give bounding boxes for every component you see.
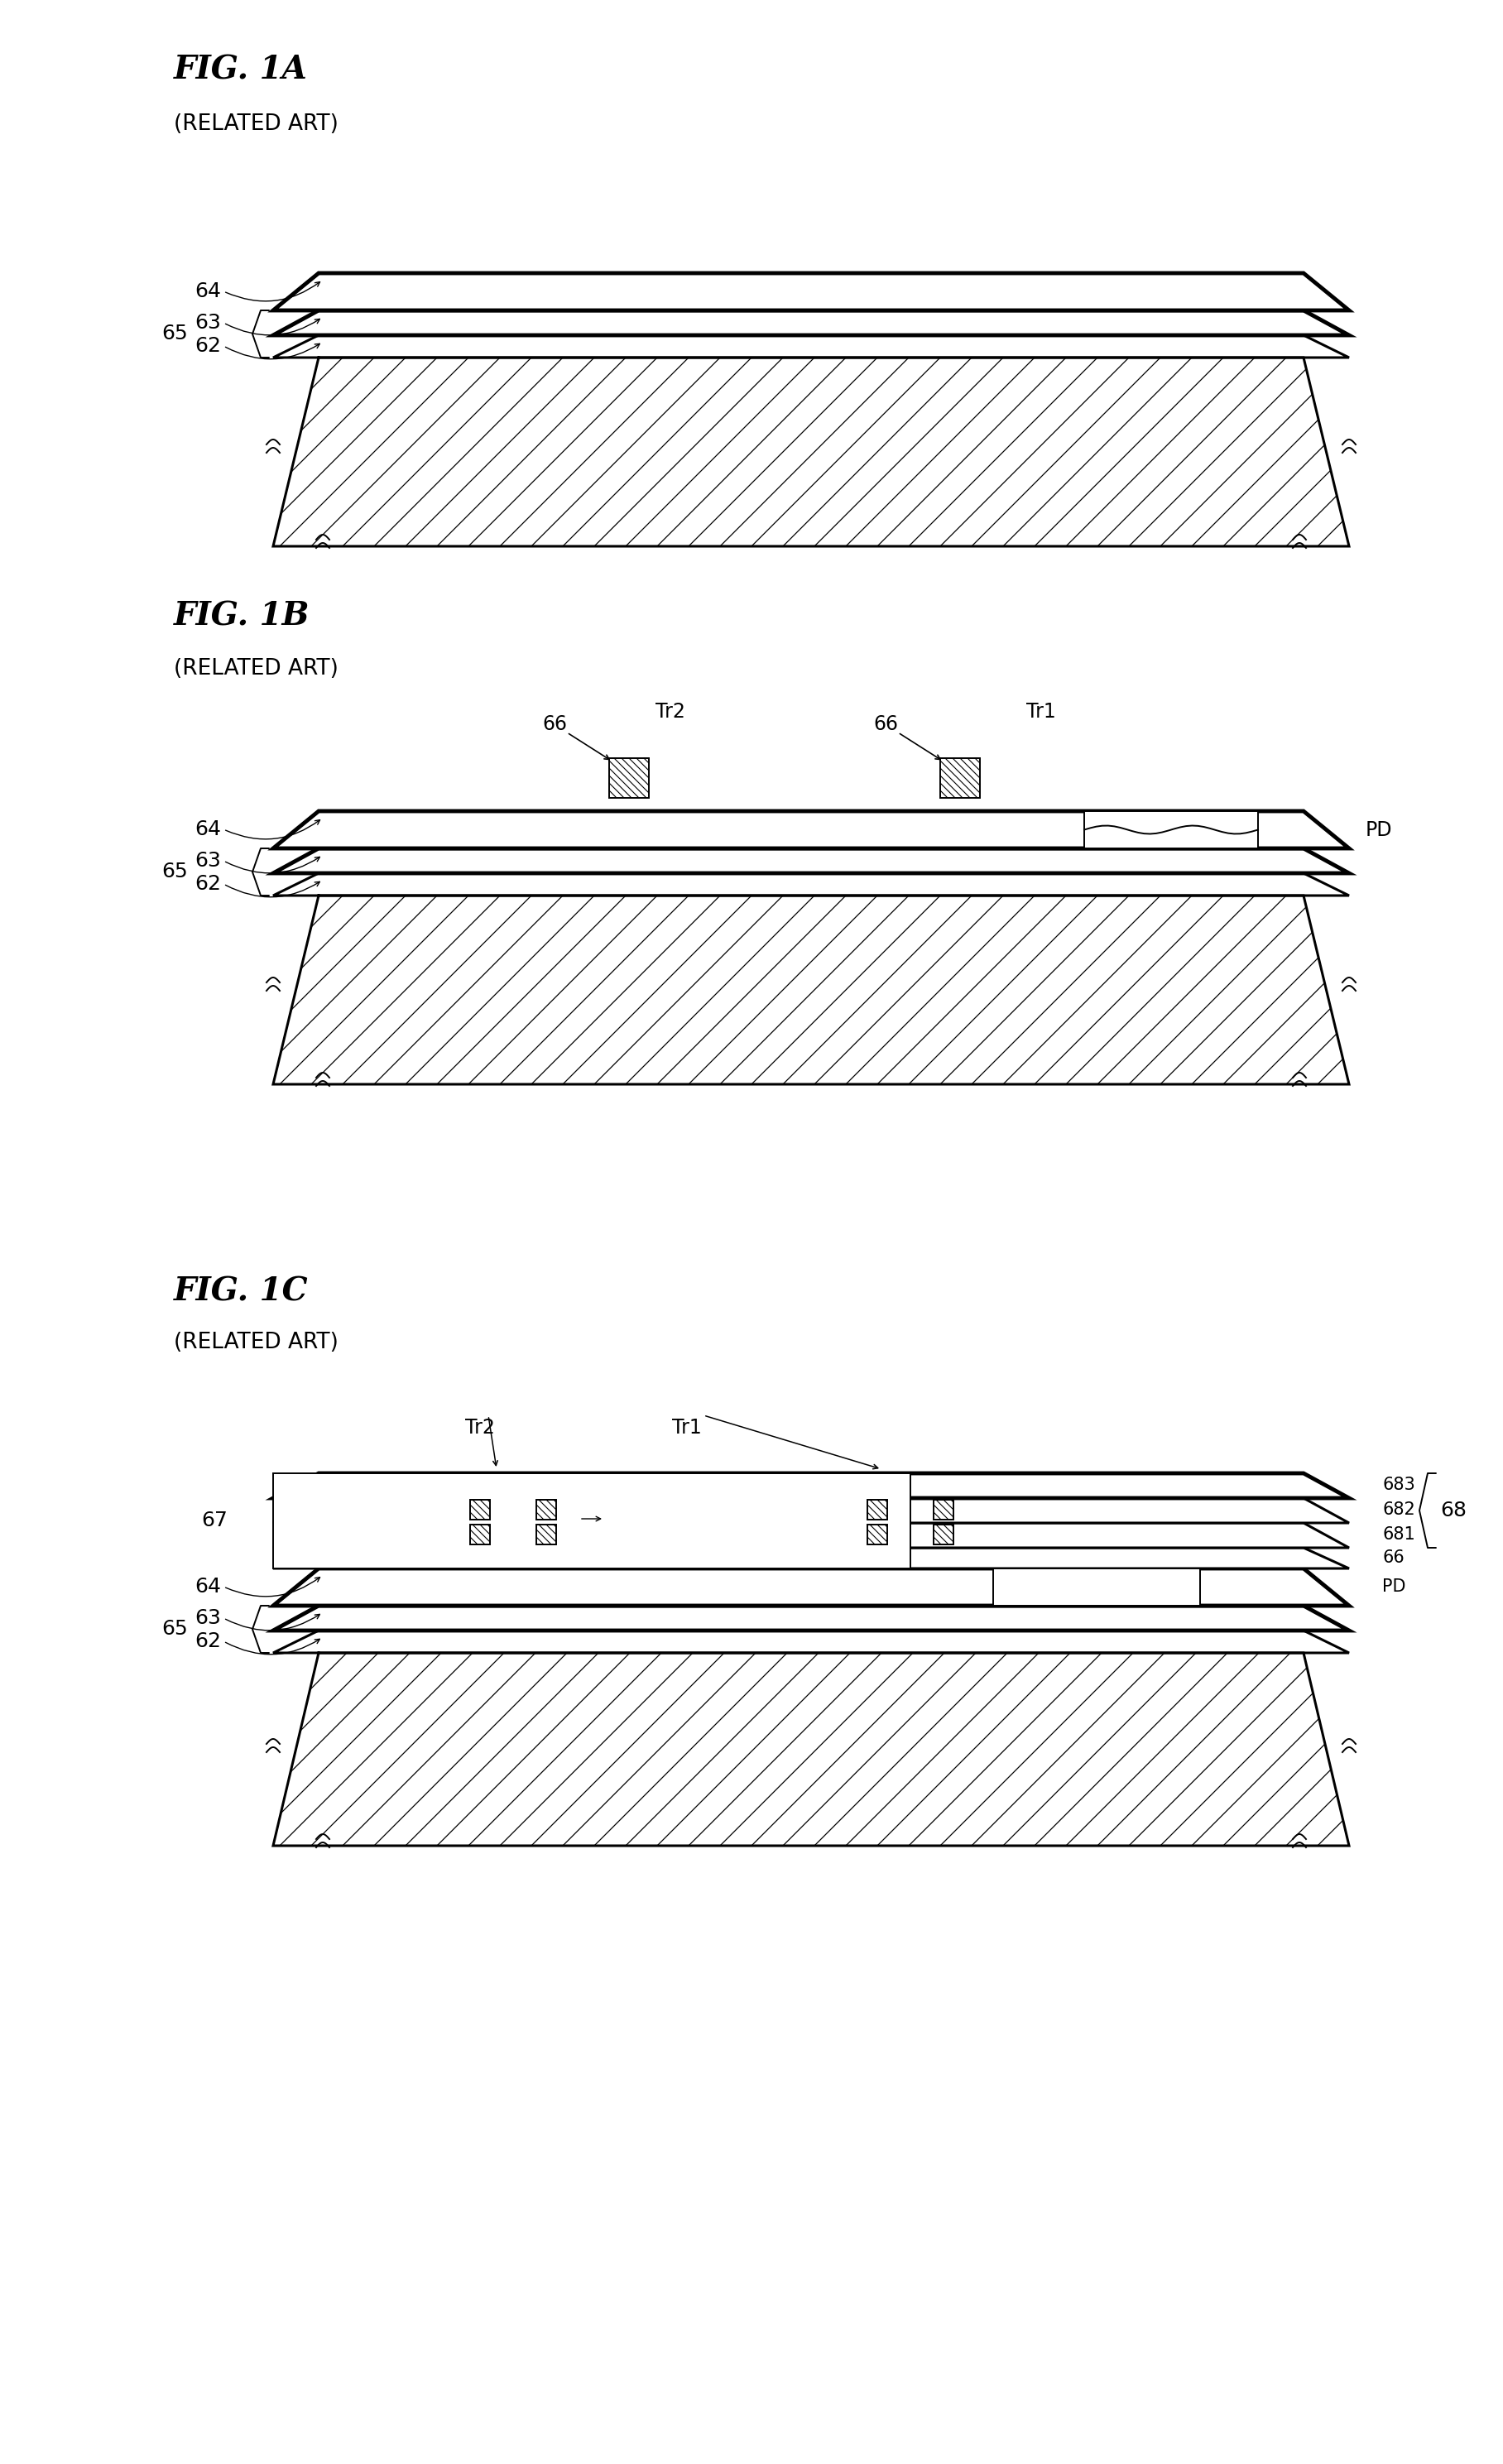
Text: 63: 63 [194,850,221,870]
Text: 67: 67 [201,1510,227,1530]
Text: 63: 63 [194,1609,221,1629]
Text: 64: 64 [194,281,221,301]
Polygon shape [274,310,1350,335]
Polygon shape [274,1498,1350,1523]
Polygon shape [274,1547,1350,1570]
Text: FIG. 1B: FIG. 1B [174,601,310,633]
Bar [1084,811,1258,848]
Polygon shape [274,1653,1350,1846]
Text: 66: 66 [873,715,897,734]
Text: 65: 65 [162,862,188,882]
Text: 64: 64 [194,1577,221,1597]
Polygon shape [274,872,1350,894]
Text: 683: 683 [1383,1476,1414,1493]
Text: PD: PD [1383,1579,1405,1594]
Bar [470,1501,490,1520]
Text: FIG. 1C: FIG. 1C [174,1276,308,1306]
Text: 64: 64 [194,821,221,840]
Text: 66: 66 [1383,1550,1404,1567]
Text: 62: 62 [194,335,221,355]
Text: PD: PD [1366,821,1392,840]
Text: 65: 65 [162,1619,188,1639]
Bar [941,759,980,798]
Polygon shape [274,357,1350,547]
Bar [537,1525,556,1545]
Polygon shape [274,1523,1350,1547]
Bar [537,1501,556,1520]
Text: (RELATED ART): (RELATED ART) [174,658,338,680]
Text: 65: 65 [162,323,188,342]
Polygon shape [274,848,1350,872]
Text: Tr2: Tr2 [655,702,685,722]
Bar [867,1525,887,1545]
Bar [993,1570,1199,1607]
Bar [933,1525,953,1545]
Text: (RELATED ART): (RELATED ART) [174,113,338,136]
Text: 682: 682 [1383,1501,1414,1518]
Polygon shape [274,1631,1350,1653]
Bar [867,1501,887,1520]
Polygon shape [274,1607,1350,1631]
Polygon shape [274,274,1350,310]
Text: Tr2: Tr2 [466,1417,494,1437]
Text: 681: 681 [1383,1525,1414,1542]
Text: 66: 66 [543,715,567,734]
Text: (RELATED ART): (RELATED ART) [174,1331,338,1353]
Text: 62: 62 [194,875,221,894]
Polygon shape [274,335,1350,357]
Text: 63: 63 [194,313,221,333]
Polygon shape [274,1473,1350,1498]
Text: Tr1: Tr1 [1027,702,1057,722]
Bar [609,759,649,798]
Text: Tr1: Tr1 [672,1417,702,1437]
Text: 68: 68 [1440,1501,1467,1520]
Text: FIG. 1A: FIG. 1A [174,54,308,86]
Polygon shape [274,894,1350,1084]
Polygon shape [274,811,1350,848]
Polygon shape [274,1570,1350,1607]
Bar [933,1501,953,1520]
Bar [274,1473,911,1570]
Text: 62: 62 [194,1631,221,1651]
Bar [470,1525,490,1545]
